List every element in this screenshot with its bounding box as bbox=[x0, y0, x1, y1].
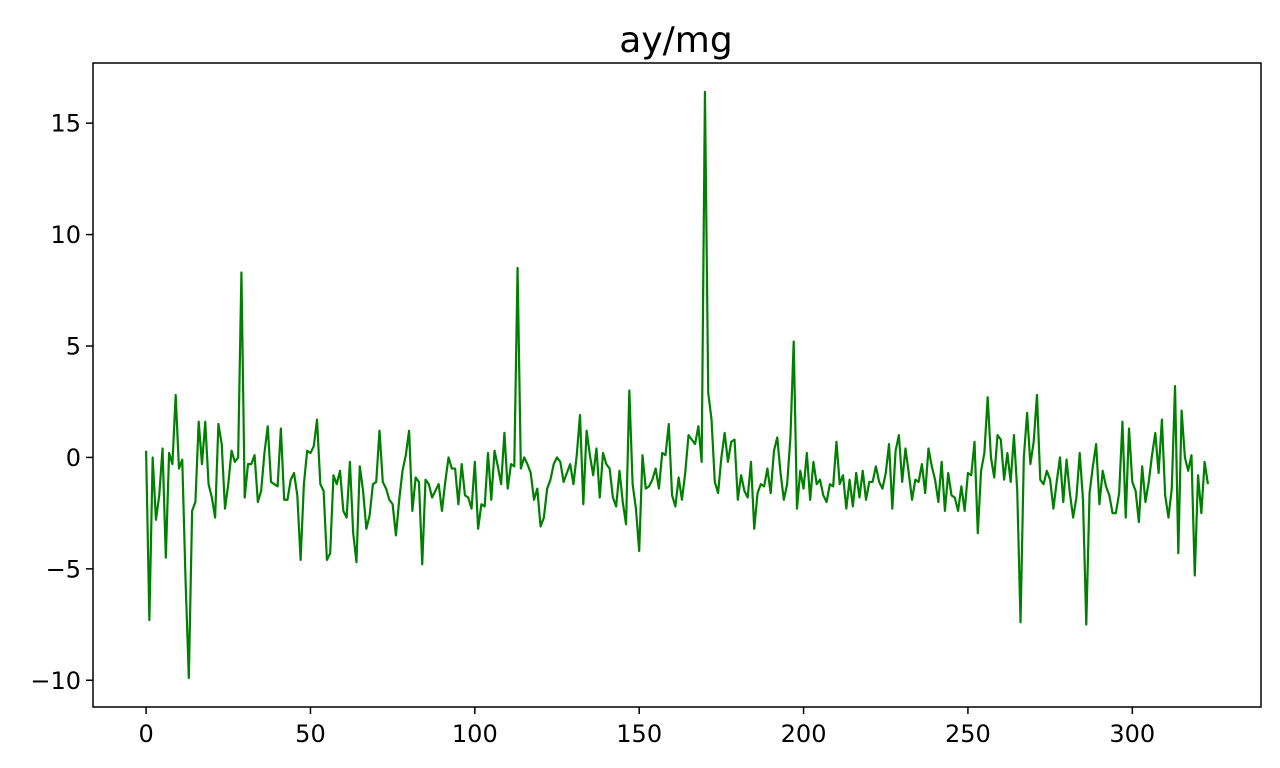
y-tick-label: 15 bbox=[50, 110, 81, 138]
x-tick-label: 250 bbox=[945, 720, 991, 748]
x-tick-label: 0 bbox=[138, 720, 153, 748]
x-tick-label: 200 bbox=[781, 720, 827, 748]
y-tick-label: 0 bbox=[66, 444, 81, 472]
y-tick-label: −10 bbox=[30, 667, 81, 695]
x-tick-label: 300 bbox=[1109, 720, 1155, 748]
x-tick-label: 50 bbox=[295, 720, 326, 748]
y-tick-label: 5 bbox=[66, 333, 81, 361]
chart-title: ay/mg bbox=[619, 20, 732, 61]
x-tick-label: 150 bbox=[616, 720, 662, 748]
plot-area bbox=[144, 90, 1209, 680]
axes-frame bbox=[92, 62, 1262, 708]
x-tick-label: 100 bbox=[452, 720, 498, 748]
y-tick-label: −5 bbox=[46, 555, 81, 583]
axis-ticks: 0 50 100 150 200 250 300 −10 −5 0 5 10 15 bbox=[30, 110, 1155, 748]
series-line-0 bbox=[144, 90, 1209, 680]
y-tick-label: 10 bbox=[50, 221, 81, 249]
